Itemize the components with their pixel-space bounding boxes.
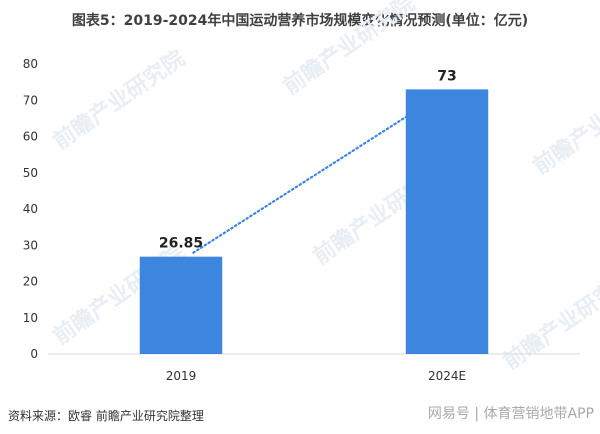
watermarks: 前瞻产业研究院前瞻产业研究院前瞻产业研究院前瞻产业研究院前瞻产业研究院前瞻产业研…	[49, 0, 600, 375]
y-tick-label: 50	[23, 166, 38, 180]
bar	[139, 256, 223, 354]
y-tick-label: 30	[23, 238, 38, 252]
trend-line	[192, 92, 444, 254]
bar	[405, 89, 489, 354]
footer-brand: 网易号 | 体育营销地带APP	[427, 406, 594, 422]
x-tick-label: 2024E	[428, 369, 466, 383]
watermark-text: 前瞻产业研究院	[529, 70, 600, 180]
y-tick-label: 20	[23, 275, 38, 289]
source-note: 资料来源：欧睿 前瞻产业研究院整理	[8, 409, 204, 423]
y-tick-label: 40	[23, 202, 38, 216]
watermark-text: 前瞻产业研究院	[49, 45, 190, 155]
x-axis: 2019 2024E	[48, 353, 580, 383]
bars	[139, 89, 489, 354]
trendline	[192, 92, 444, 254]
y-tick-label: 80	[23, 57, 38, 71]
data-label: 73	[437, 68, 456, 84]
data-label: 26.85	[159, 236, 203, 252]
y-tick-label: 70	[23, 93, 38, 107]
y-axis: 0 10 20 30 40 50 60 70 80	[23, 57, 38, 361]
chart-title: 图表5：2019-2024年中国运动营养市场规模变化情况预测(单位：亿元)	[71, 13, 529, 29]
data-labels: 26.85 73	[159, 68, 457, 251]
x-tick-label: 2019	[166, 369, 197, 383]
watermark-text: 前瞻产业研究院	[279, 0, 420, 100]
y-tick-label: 60	[23, 130, 38, 144]
y-tick-label: 10	[23, 311, 38, 325]
watermark-text: 前瞻产业研究院	[499, 265, 600, 375]
y-tick-label: 0	[30, 347, 38, 361]
